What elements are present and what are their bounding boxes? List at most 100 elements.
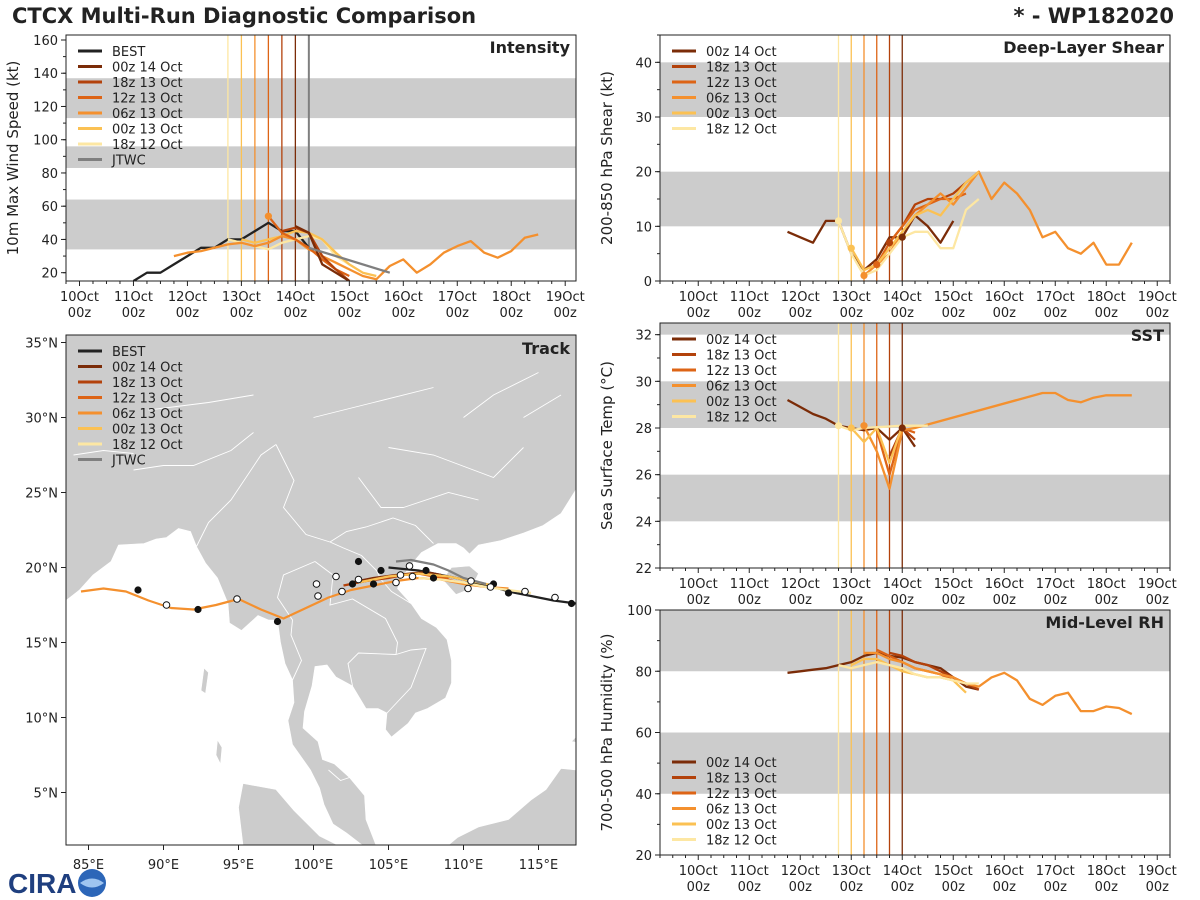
intensity-xtick-label-day: 10Oct xyxy=(60,290,99,305)
track-position-open xyxy=(338,587,346,596)
sst-ytick-label: 24 xyxy=(635,515,652,530)
intensity-xtick-label-hour: 00z xyxy=(230,306,254,321)
intensity-xtick-label-day: 17Oct xyxy=(438,290,477,305)
sst-ytick-label: 22 xyxy=(635,562,652,577)
figure-title: CTCX Multi-Run Diagnostic Comparison xyxy=(12,4,477,28)
sst-legend-label-00z-14-oct: 00z 14 Oct xyxy=(706,333,777,348)
intensity-legend-label-00z-13-oct: 00z 13 Oct xyxy=(112,123,183,138)
rh-xtick-label-hour: 00z xyxy=(1146,880,1170,895)
sst-band-2 xyxy=(660,323,1170,335)
political-border-1 xyxy=(133,432,254,471)
sst-ytick-label: 28 xyxy=(635,422,652,437)
rh-legend-label-12z-13-oct: 12z 13 Oct xyxy=(706,787,777,802)
rh-ytick-label: 60 xyxy=(635,727,652,742)
nicobar-islands xyxy=(215,739,223,766)
shear-xtick-label-hour: 00z xyxy=(942,306,966,321)
shear-xtick-label-day: 17Oct xyxy=(1036,290,1075,305)
sri-lanka-island xyxy=(12,721,41,780)
shear-xtick-label-hour: 00z xyxy=(1044,306,1068,321)
intensity-xtick-label-hour: 00z xyxy=(500,306,524,321)
shear-xtick-label-hour: 00z xyxy=(993,306,1017,321)
track-position-filled xyxy=(504,589,513,597)
intensity-ytick-label: 140 xyxy=(33,67,58,82)
intensity-ylabel: 10m Max Wind Speed (kt) xyxy=(4,61,22,256)
borneo-island xyxy=(448,768,576,845)
track-position-open xyxy=(405,562,414,570)
shear-xtick-label-hour: 00z xyxy=(1095,306,1119,321)
palawan-island xyxy=(570,736,576,743)
sst-legend-label-12z-13-oct: 12z 13 Oct xyxy=(706,364,777,379)
track-lat-label: 25°N xyxy=(25,487,58,502)
track-position-open xyxy=(392,578,400,587)
intensity-frame xyxy=(65,34,577,282)
intensity-ytick-label: 120 xyxy=(33,100,58,115)
track-lat-label: 15°N xyxy=(25,637,58,652)
track-position-filled xyxy=(354,557,363,566)
track-series-jtwc xyxy=(395,558,487,586)
track-position-filled xyxy=(134,586,142,594)
intensity-legend-label-00z-14-oct: 00z 14 Oct xyxy=(112,61,183,76)
rh-xtick-label-hour: 00z xyxy=(993,880,1017,895)
sst-ylabel: Sea Surface Temp (°C) xyxy=(598,361,616,530)
rh-xtick-label-hour: 00z xyxy=(1095,880,1119,895)
intensity-legend-label-best: BEST xyxy=(112,45,145,60)
track-position-open xyxy=(396,571,405,579)
track-lat-label: 5°N xyxy=(34,787,59,802)
intensity-xtick-label-day: 18Oct xyxy=(492,290,531,305)
track-position-open xyxy=(551,593,559,602)
rh-ylabel: 700-500 hPa Humidity (%) xyxy=(598,633,616,831)
shear-band-0 xyxy=(660,171,1170,227)
shear-legend-label-12z-13-oct: 12z 13 Oct xyxy=(706,76,777,91)
track-position-open xyxy=(408,572,417,581)
political-border-7 xyxy=(329,541,412,604)
sst-xtick-label-day: 15Oct xyxy=(934,577,973,592)
sst-ytick-label: 26 xyxy=(635,469,652,484)
taiwan-island xyxy=(614,490,644,540)
sst-xtick-label-day: 14Oct xyxy=(883,577,922,592)
shear-xtick-label-day: 12Oct xyxy=(781,290,820,305)
track-position-filled xyxy=(348,580,357,588)
political-border-16 xyxy=(463,372,539,418)
luzon-island xyxy=(611,590,649,655)
rh-xtick-label-hour: 00z xyxy=(789,880,813,895)
rh-xtick-label-day: 10Oct xyxy=(679,864,718,879)
rh-xtick-label-day: 18Oct xyxy=(1087,864,1126,879)
political-border-15 xyxy=(523,394,562,418)
sst-xtick-label-day: 17Oct xyxy=(1036,577,1075,592)
track-legend-label-00z-13-oct: 00z 13 Oct xyxy=(112,423,183,438)
intensity-legend-label-06z-13-oct: 06z 13 Oct xyxy=(112,107,183,122)
track-lat-label: 10°N xyxy=(25,712,58,727)
shear-xtick-label-day: 15Oct xyxy=(934,290,973,305)
track-series-18z-12-oct xyxy=(418,576,532,595)
sst-xtick-label-day: 11Oct xyxy=(730,577,769,592)
intensity-series-18z-13-oct xyxy=(281,226,351,281)
sst-xtick-label-hour: 00z xyxy=(1095,593,1119,608)
track-lon-label: 85°E xyxy=(73,858,104,873)
track-lon-label: 95°E xyxy=(223,858,254,873)
track-position-open xyxy=(233,595,241,603)
intensity-ytick-label: 40 xyxy=(41,233,58,248)
shear-panel-title: Deep-Layer Shear xyxy=(1003,38,1164,57)
sst-plot-area xyxy=(786,323,1132,568)
sst-legend-label-00z-13-oct: 00z 13 Oct xyxy=(706,395,777,410)
sst-xtick-label-day: 10Oct xyxy=(679,577,718,592)
political-border-0 xyxy=(196,444,277,547)
shear-ytick-label: 30 xyxy=(635,111,652,126)
sst-ytick-label: 32 xyxy=(635,329,652,344)
political-border-9 xyxy=(328,769,350,782)
shear-ytick-label: 20 xyxy=(635,166,652,181)
shear-series-18z-12-oct xyxy=(837,198,980,277)
track-legend-label-18z-12-oct: 18z 12 Oct xyxy=(112,438,183,453)
shear-band-1 xyxy=(660,62,1170,117)
sst-band-0 xyxy=(660,474,1170,522)
sst-band-1 xyxy=(660,381,1170,428)
shear-ytick-label: 10 xyxy=(635,220,652,235)
sst-xtick-label-hour: 00z xyxy=(942,593,966,608)
shear-xtick-label-hour: 00z xyxy=(687,306,711,321)
rh-ytick-label: 100 xyxy=(627,604,652,619)
intensity-xtick-label-hour: 00z xyxy=(122,306,146,321)
political-border-17 xyxy=(148,394,254,411)
track-position-filled xyxy=(422,566,430,575)
sst-marker-18z-12-oct xyxy=(834,422,843,430)
intensity-xtick-label-day: 16Oct xyxy=(384,290,423,305)
